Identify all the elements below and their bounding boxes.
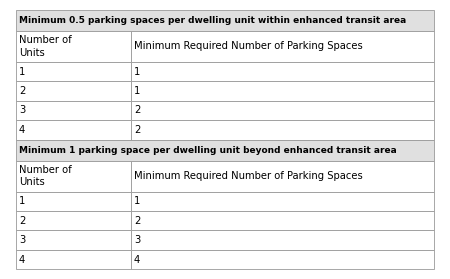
Bar	[131, 81, 434, 101]
Text: 2: 2	[19, 216, 25, 226]
Text: 2: 2	[134, 216, 140, 226]
Text: 1: 1	[134, 196, 140, 206]
Text: 4: 4	[19, 254, 25, 264]
Bar	[131, 211, 434, 230]
Text: 4: 4	[134, 254, 140, 264]
Bar	[16, 81, 131, 101]
Bar	[131, 230, 434, 250]
Text: 4: 4	[19, 125, 25, 135]
Text: 1: 1	[134, 67, 140, 76]
Text: 3: 3	[19, 105, 25, 116]
Bar	[131, 62, 434, 81]
Text: 1: 1	[19, 67, 25, 76]
Text: Minimum 1 parking space per dwelling unit beyond enhanced transit area: Minimum 1 parking space per dwelling uni…	[19, 146, 396, 155]
Bar	[131, 161, 434, 192]
Text: 2: 2	[19, 86, 25, 96]
Bar	[16, 101, 131, 120]
Text: 1: 1	[134, 86, 140, 96]
Bar	[16, 230, 131, 250]
Bar	[16, 192, 131, 211]
Bar	[131, 31, 434, 62]
Bar	[16, 31, 131, 62]
Text: Number of
Units: Number of Units	[19, 165, 72, 187]
Bar	[16, 250, 131, 269]
Text: Number of
Units: Number of Units	[19, 35, 72, 58]
Bar	[16, 120, 131, 140]
Text: 3: 3	[134, 235, 140, 245]
Bar	[131, 120, 434, 140]
Bar	[16, 161, 131, 192]
Text: 2: 2	[134, 125, 140, 135]
Bar	[16, 140, 434, 161]
Text: 2: 2	[134, 105, 140, 116]
Text: Minimum Required Number of Parking Spaces: Minimum Required Number of Parking Space…	[134, 171, 363, 181]
Text: 1: 1	[19, 196, 25, 206]
Bar	[131, 101, 434, 120]
Bar	[16, 10, 434, 31]
Text: Minimum 0.5 parking spaces per dwelling unit within enhanced transit area: Minimum 0.5 parking spaces per dwelling …	[19, 16, 406, 25]
Text: Minimum Required Number of Parking Spaces: Minimum Required Number of Parking Space…	[134, 42, 363, 51]
Bar	[131, 192, 434, 211]
Bar	[16, 211, 131, 230]
Bar	[16, 62, 131, 81]
Bar	[131, 250, 434, 269]
Text: 3: 3	[19, 235, 25, 245]
